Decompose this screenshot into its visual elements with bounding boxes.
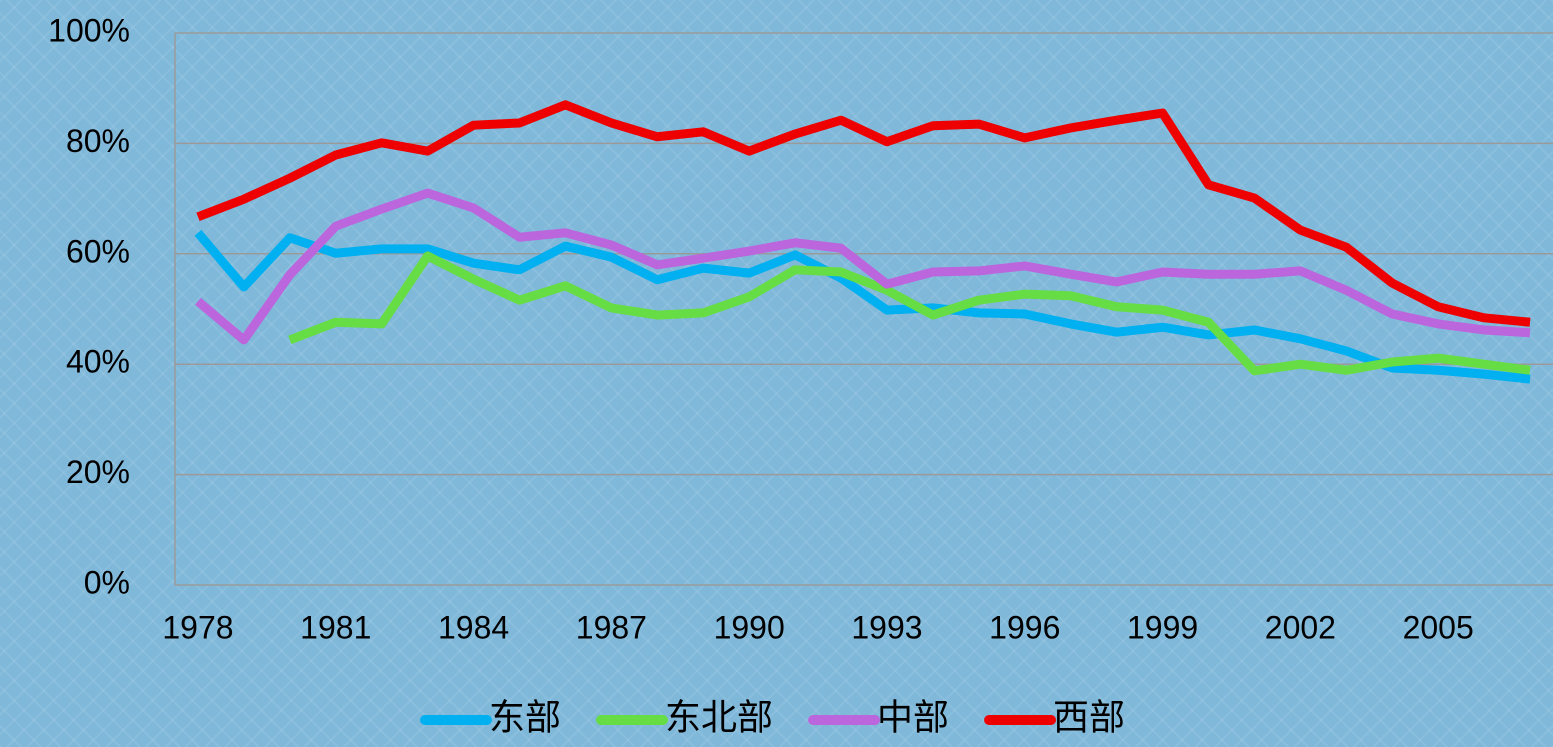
x-tick-label: 1981 [300,609,371,645]
series-line [196,100,1531,327]
legend-label: 东北部 [665,697,773,738]
x-tick-label: 2005 [1403,609,1474,645]
y-tick-label: 60% [66,233,130,269]
series-line [288,251,1531,376]
x-tick-label: 1999 [1127,609,1198,645]
x-tick-label: 1987 [576,609,647,645]
y-tick-label: 20% [66,454,130,490]
x-tick-label: 1984 [438,609,509,645]
x-tick-label: 1996 [989,609,1060,645]
y-tick-label: 0% [84,564,130,600]
y-tick-label: 80% [66,123,130,159]
y-tick-label: 40% [66,344,130,380]
legend-label: 东部 [489,697,561,738]
x-tick-label: 1990 [714,609,785,645]
x-tick-label: 1978 [162,609,233,645]
series-line [195,188,1531,345]
legend-label: 西部 [1053,697,1125,738]
x-tick-label: 1993 [851,609,922,645]
x-tick-label: 2002 [1265,609,1336,645]
series-line [194,229,1531,384]
legend-label: 中部 [877,697,949,738]
y-tick-label: 100% [48,12,130,48]
